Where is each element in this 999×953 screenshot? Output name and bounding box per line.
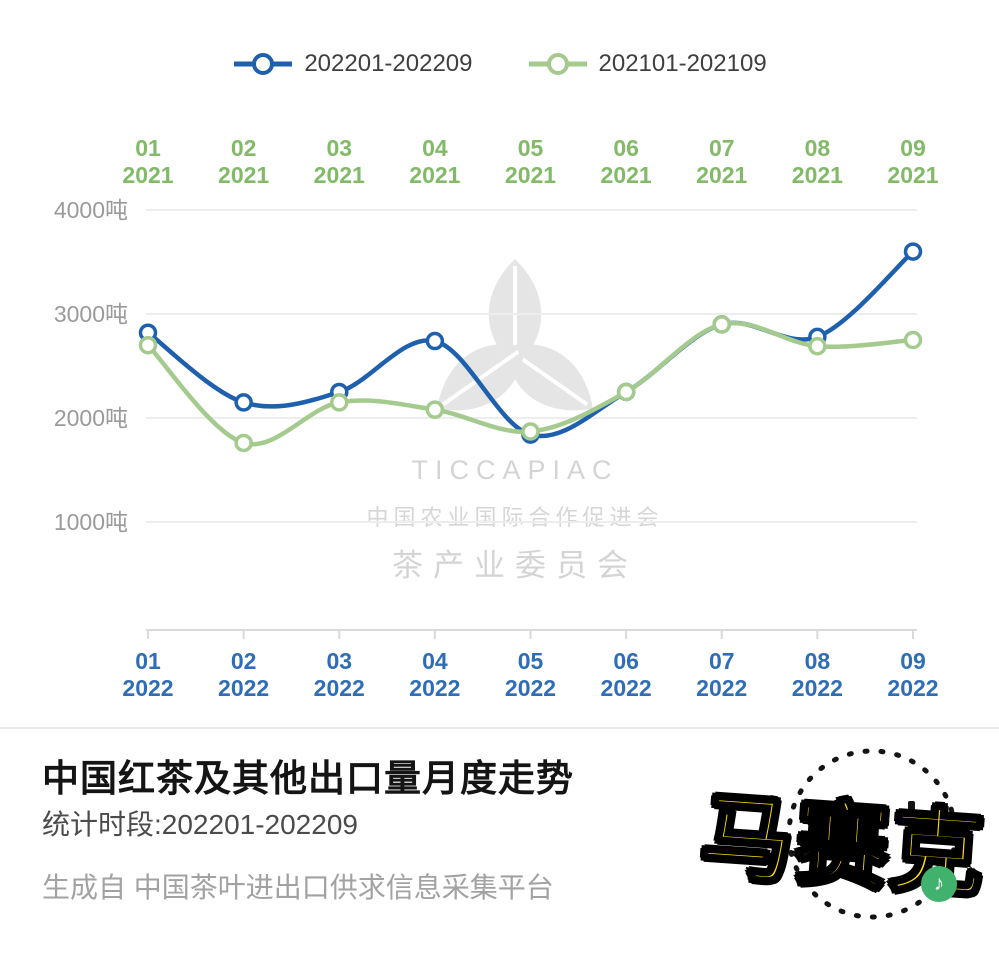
bottom-axis-month-label: 01	[135, 648, 161, 674]
bottom-axis-year-label: 2022	[505, 675, 556, 701]
qr-code-bar	[907, 801, 915, 827]
data-point-marker	[330, 393, 349, 412]
data-point-marker	[138, 335, 158, 355]
music-note-icon: ♪	[921, 866, 957, 902]
y-axis-label: 1000吨	[54, 509, 128, 535]
dotted-circle-decoration	[786, 748, 958, 920]
qr-code-fragment	[894, 790, 928, 838]
bottom-axis-month-label: 07	[709, 648, 735, 674]
chart-title: 中国红茶及其他出口量月度走势	[42, 758, 574, 799]
bottom-axis-month-label: 08	[805, 648, 831, 674]
top-axis-year-label: 2021	[792, 162, 843, 188]
top-axis-month-label: 08	[805, 135, 831, 161]
source-caption: 生成自 中国茶叶进出口供求信息采集平台	[42, 872, 554, 903]
bottom-axis-month-label: 03	[326, 648, 352, 674]
top-axis-year-label: 2021	[601, 162, 652, 188]
bottom-axis-year-label: 2022	[122, 675, 173, 701]
bottom-axis-year-label: 2022	[218, 675, 269, 701]
bottom-axis-year-label: 2022	[409, 675, 460, 701]
top-axis-year-label: 2021	[887, 162, 938, 188]
top-axis-year-label: 2021	[696, 162, 747, 188]
legend-marker-icon	[528, 53, 587, 75]
data-point-marker	[808, 336, 827, 356]
bottom-axis-month-label: 06	[613, 648, 639, 674]
legend: 202201-202209 202101-202109	[0, 50, 999, 78]
data-point-marker	[521, 422, 540, 441]
top-axis-month-label: 01	[135, 135, 161, 161]
top-axis-month-label: 07	[709, 135, 735, 161]
bottom-axis-month-label: 02	[231, 648, 257, 674]
bottom-axis-month-label: 05	[518, 648, 544, 674]
data-point-marker	[234, 393, 253, 412]
top-axis-year-label: 2021	[505, 162, 556, 188]
bottom-axis-year-label: 2022	[601, 675, 652, 701]
bottom-axis-month-label: 09	[900, 648, 926, 674]
legend-label: 202101-202109	[598, 50, 767, 77]
top-axis-year-label: 2021	[122, 162, 173, 188]
top-axis-month-label: 09	[900, 135, 926, 161]
bottom-axis-year-label: 2022	[887, 675, 938, 701]
top-axis-month-label: 02	[231, 135, 257, 161]
legend-label: 202201-202209	[304, 50, 473, 77]
statistics-period: 统计时段:202201-202209	[42, 809, 358, 840]
top-axis-year-label: 2021	[409, 162, 460, 188]
watermark: TICCAPIAC 中国农业国际合作促进会 茶产业委员会	[330, 246, 700, 585]
bottom-axis-year-label: 2022	[792, 675, 843, 701]
y-axis-label: 4000吨	[54, 197, 128, 223]
section-divider	[0, 727, 999, 729]
data-point-marker	[425, 331, 445, 351]
data-point-marker	[616, 382, 636, 402]
top-axis-month-label: 06	[613, 135, 639, 161]
y-axis-label: 3000吨	[54, 301, 128, 327]
data-point-marker	[234, 433, 253, 453]
data-point-marker	[903, 242, 923, 261]
top-axis-year-label: 2021	[218, 162, 269, 188]
bottom-axis-month-label: 04	[422, 648, 448, 674]
watermark-brand: TICCAPIAC	[411, 455, 619, 485]
top-axis-month-label: 03	[326, 135, 352, 161]
watermark-org: 中国农业国际合作促进会	[366, 505, 664, 530]
bottom-axis-year-label: 2022	[314, 675, 365, 701]
data-point-marker	[425, 400, 445, 419]
top-axis-year-label: 2021	[314, 162, 365, 188]
data-point-marker	[712, 315, 731, 334]
legend-item-1[interactable]: 202101-202109	[527, 50, 767, 78]
y-axis-label: 2000吨	[54, 405, 128, 431]
top-axis-month-label: 05	[518, 135, 544, 161]
line-chart: 4000吨3000吨2000吨1000吨01202101202202202102…	[54, 135, 939, 701]
legend-marker-icon	[234, 53, 293, 75]
bottom-axis-year-label: 2022	[696, 675, 747, 701]
data-point-marker	[903, 330, 923, 350]
tea-leaf-logo-icon	[437, 259, 593, 411]
legend-item-0[interactable]: 202201-202209	[232, 50, 473, 78]
top-axis-month-label: 04	[422, 135, 448, 161]
watermark-committee: 茶产业委员会	[392, 548, 638, 583]
